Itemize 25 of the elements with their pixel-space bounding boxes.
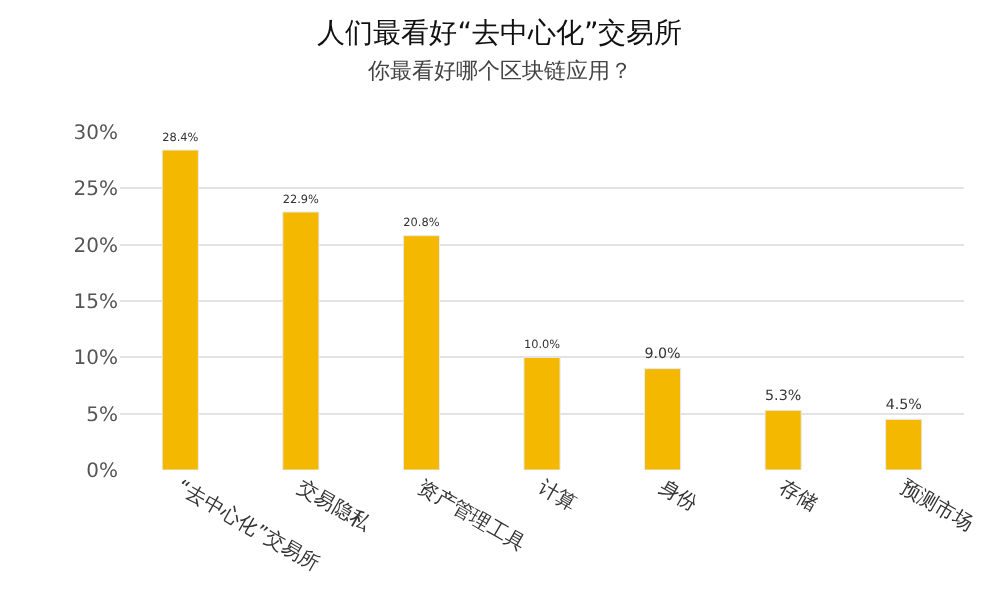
bar <box>885 418 923 470</box>
y-tick-label: 15% <box>73 292 118 314</box>
x-tick-label: 资产管理工具 <box>413 475 530 556</box>
y-tick-label: 0% <box>86 461 118 483</box>
x-tick-label: 预测市场 <box>895 475 977 536</box>
x-tick-label: 身份 <box>654 475 702 516</box>
data-label: 5.3% <box>765 386 802 405</box>
bar <box>764 409 802 470</box>
data-label: 9.0% <box>644 344 682 363</box>
x-tick-label: 存储 <box>775 475 822 516</box>
bar <box>282 211 320 470</box>
y-tick-label: 25% <box>73 179 118 202</box>
x-tick-label: 计算 <box>534 475 581 516</box>
bar <box>402 235 441 470</box>
bar <box>643 368 682 470</box>
y-tick-label: 30% <box>73 123 118 145</box>
chart-subtitle: 你最看好哪个区块链应用？ <box>368 58 632 85</box>
y-tick-label: 20% <box>73 235 118 258</box>
data-label: 4.5% <box>885 395 923 414</box>
bar <box>523 356 561 470</box>
y-tick-label: 10% <box>73 348 118 371</box>
x-tick-label: 交易隐私 <box>292 475 376 537</box>
bar <box>161 149 199 470</box>
chart-title: 人们最看好“去中心化”交易所 <box>317 18 683 50</box>
y-tick-label: 5% <box>86 404 118 427</box>
